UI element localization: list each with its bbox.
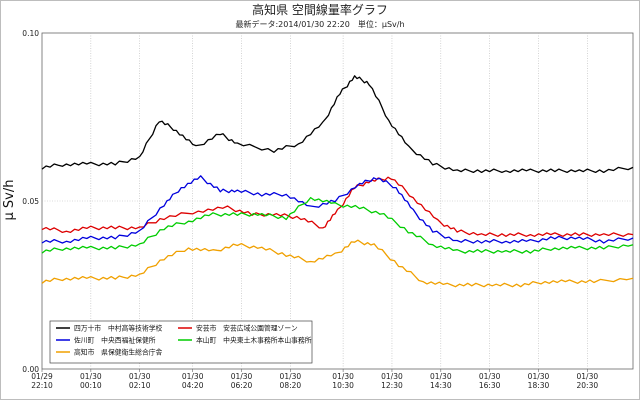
series-line-5 — [41, 239, 634, 288]
x-tick-date: 01/30 — [80, 372, 102, 381]
legend-entry: 四万十市 中村高等技術学校 — [74, 324, 163, 333]
x-tick-time: 06:20 — [231, 381, 253, 390]
legend-entry: 本山町 中央東土木事務所本山事務所 — [196, 336, 312, 345]
y-tick-label: 0.05 — [22, 197, 39, 206]
x-tick-time: 14:30 — [430, 381, 452, 390]
y-tick-label: 0.10 — [22, 29, 39, 38]
legend-entry: 高知市 県保健衛生総合庁舎 — [74, 348, 163, 357]
x-tick-time: 02:10 — [129, 381, 151, 390]
x-tick-time: 04:20 — [182, 381, 204, 390]
x-tick-date: 01/30 — [528, 372, 550, 381]
legend-entry: 安芸市 安芸広域公園管理ゾーン — [196, 324, 298, 333]
y-axis-label: μ Sv/h — [2, 180, 17, 221]
series-lines — [41, 75, 634, 288]
x-tick-date: 01/30 — [332, 372, 354, 381]
x-tick-time: 08:20 — [280, 381, 302, 390]
x-tick-date: 01/29 — [31, 372, 53, 381]
x-tick-time: 10:30 — [332, 381, 354, 390]
x-tick-date: 01/30 — [182, 372, 204, 381]
x-tick-date: 01/30 — [129, 372, 151, 381]
x-tick-date: 01/30 — [280, 372, 302, 381]
legend-entry: 佐川町 中央西福祉保健所 — [74, 336, 156, 345]
x-tick-date: 01/30 — [430, 372, 452, 381]
chart-subtitle: 最新データ:2014/01/30 22:20 単位：μSv/h — [235, 19, 404, 29]
x-tick-time: 12:30 — [381, 381, 403, 390]
chart-title: 高知県 空間線量率グラフ — [252, 2, 388, 17]
x-tick-time: 16:30 — [479, 381, 501, 390]
x-tick-labels: 01/2922:1001/3000:1001/3002:1001/3004:20… — [31, 372, 598, 390]
y-tick-labels: 0.00 0.05 0.10 — [22, 29, 39, 374]
x-tick-time: 20:30 — [577, 381, 599, 390]
x-tick-date: 01/30 — [577, 372, 599, 381]
x-tick-date: 01/30 — [381, 372, 403, 381]
y-tick-label: 0.00 — [22, 365, 39, 374]
x-tick-time: 22:10 — [31, 381, 53, 390]
x-tick-date: 01/30 — [479, 372, 501, 381]
series-line-3 — [41, 175, 634, 244]
x-tick-date: 01/30 — [231, 372, 253, 381]
grid-lines — [41, 33, 633, 372]
x-tick-time: 18:30 — [528, 381, 550, 390]
x-tick-time: 00:10 — [80, 381, 102, 390]
series-line-4 — [41, 196, 634, 254]
series-line-1 — [41, 75, 634, 174]
